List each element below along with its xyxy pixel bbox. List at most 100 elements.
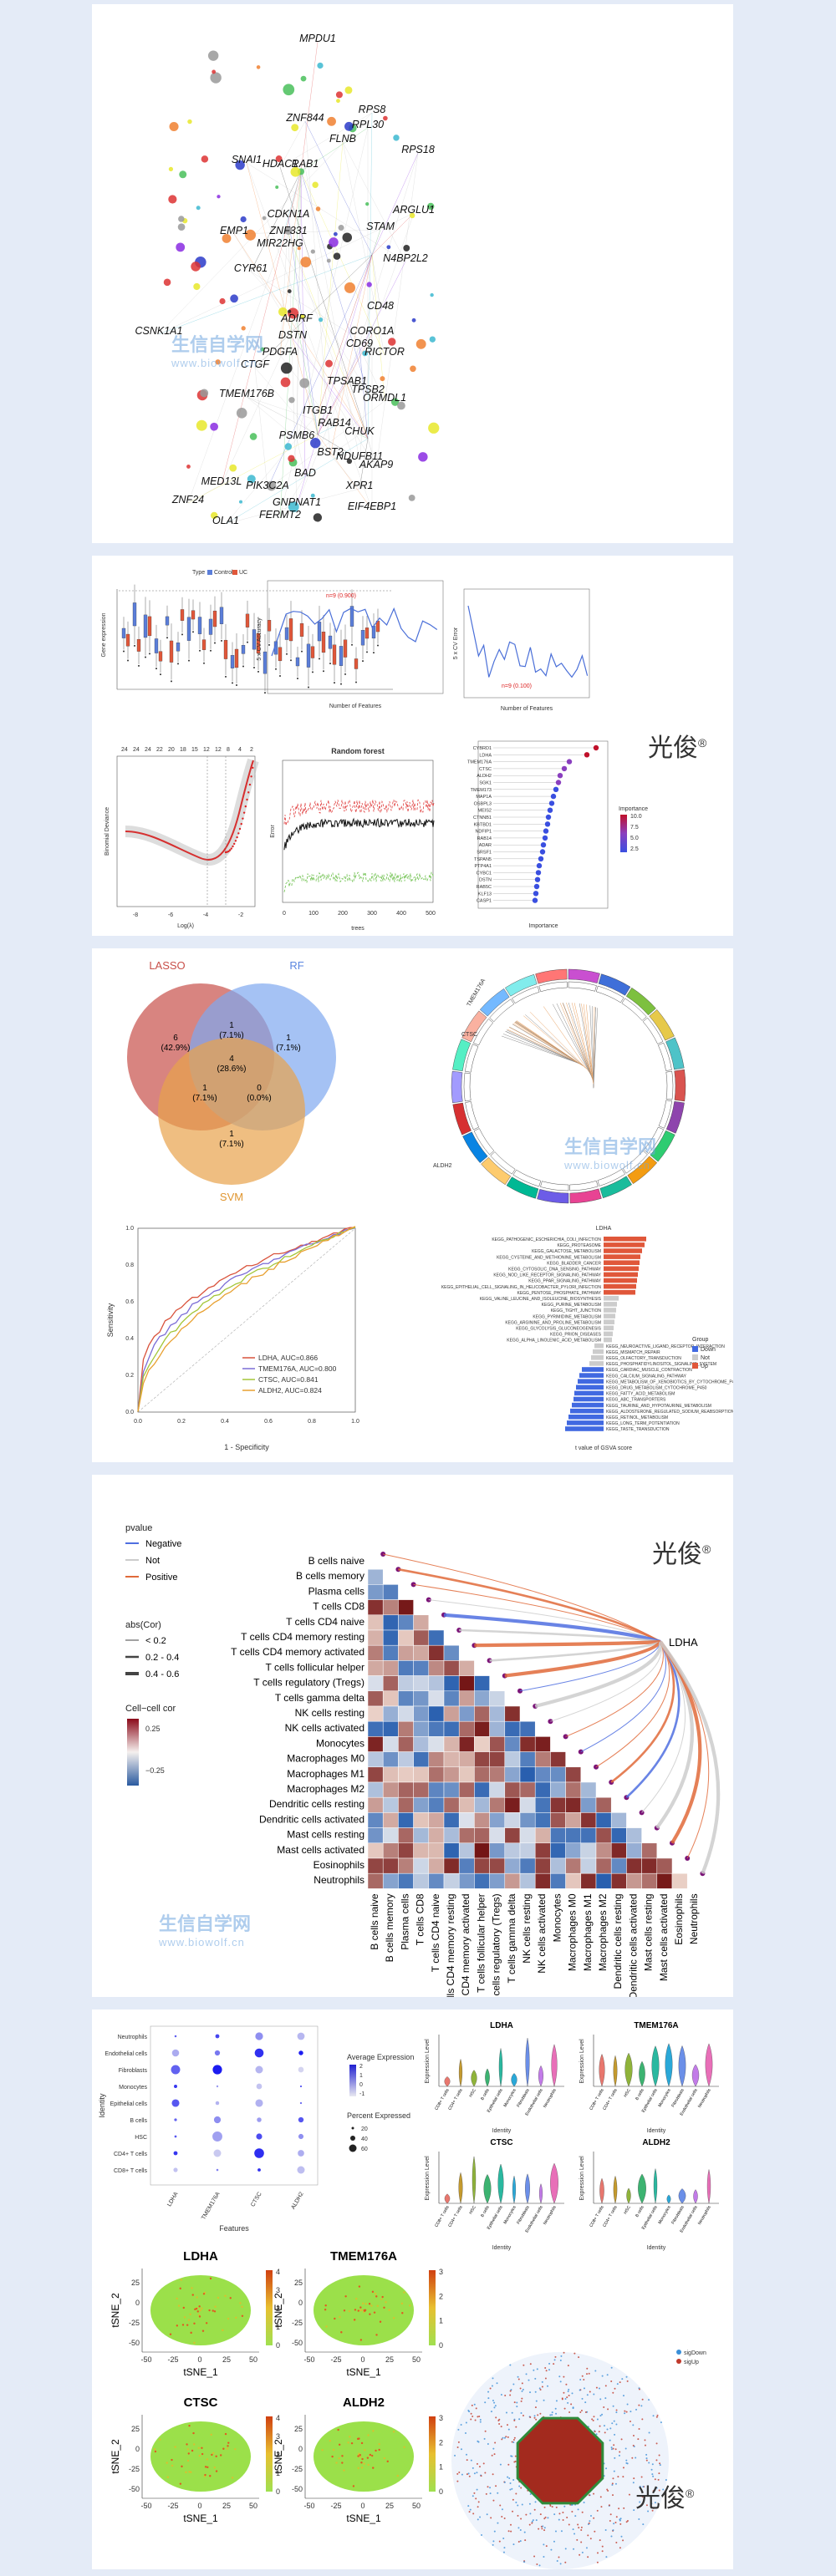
network-node (177, 223, 186, 231)
tsne-cell (371, 2290, 375, 2294)
network-node (429, 336, 436, 343)
heatmap-cell (474, 1675, 490, 1692)
heatmap-cell (413, 1736, 430, 1752)
radial-point (601, 2550, 604, 2553)
network-node (410, 365, 416, 373)
network-node (291, 124, 299, 132)
gene-label: ZNF844 (285, 112, 324, 124)
violin-ylabel: Expression Level (579, 2039, 585, 2084)
tsne-x-tick: -25 (330, 2502, 341, 2510)
cellcor-colorbar (127, 1719, 139, 1786)
importance-dot (548, 800, 555, 806)
radial-point (502, 2551, 505, 2553)
violin (525, 2173, 530, 2204)
radial-point (518, 2485, 521, 2487)
box (328, 635, 333, 649)
gsva-term: KEGG_VALINE_LEUCINE_AND_ISOLEUCINE_BIOSY… (480, 1297, 602, 1302)
heatmap-cell (474, 1842, 490, 1859)
radial-point (550, 2548, 553, 2551)
circos-segment (568, 968, 600, 983)
network-edge (317, 229, 381, 414)
radial-point (596, 2418, 599, 2421)
gene-label: CDKN1A (268, 208, 310, 220)
heatmap-cell (489, 1842, 506, 1859)
dot-ylabel: Identity (98, 2093, 106, 2118)
radial-point (615, 2409, 618, 2411)
tsne-cell (169, 2333, 172, 2335)
radial-point (493, 2401, 496, 2404)
network-edge (296, 170, 302, 439)
cell-row-label: Macrophages M2 (287, 1783, 364, 1795)
gsva-bar (573, 1396, 604, 1402)
gsva-bar (568, 1415, 604, 1420)
heatmap-cell (610, 1842, 627, 1859)
radial-point (482, 2462, 485, 2465)
abscor-legend-label: < 0.2 (145, 1636, 166, 1646)
network-edge (221, 321, 298, 485)
radial-point (644, 2444, 646, 2446)
circos-link (543, 1006, 590, 1073)
radial-point (507, 2463, 510, 2466)
tsne-title: LDHA (183, 2249, 218, 2264)
lasso-top-count: 4 (238, 747, 242, 753)
gene-label: RAB14 (318, 417, 351, 429)
heatmap-cell (519, 1842, 536, 1859)
gsva-legend-swatch (692, 1363, 698, 1369)
radial-point (604, 2385, 607, 2387)
radial-point (470, 2418, 472, 2421)
tsne-x-tick: 25 (385, 2355, 394, 2364)
circos-band (658, 1100, 672, 1129)
heatmap-cell (382, 1584, 399, 1600)
network-edge (267, 400, 385, 490)
violin (691, 2064, 700, 2087)
radial-point (648, 2431, 650, 2434)
network-edge (279, 170, 302, 247)
venn-region-count: 1 (286, 1034, 291, 1043)
radial-point (581, 2511, 584, 2513)
box (245, 613, 250, 627)
radial-point (454, 2454, 456, 2457)
violin-title: ALDH2 (642, 2138, 670, 2147)
tsne-y-tick: -50 (292, 2485, 303, 2493)
radial-point (573, 2352, 576, 2355)
network-node (207, 50, 219, 61)
radial-point (629, 2420, 631, 2422)
dot (215, 2034, 220, 2039)
network-node (235, 160, 245, 170)
box (321, 632, 326, 653)
radial-point (457, 2441, 460, 2443)
heatmap-cell (504, 1736, 521, 1752)
radial-point (522, 2364, 525, 2366)
tsne-y-tick: 25 (294, 2279, 303, 2287)
radial-point (601, 2375, 604, 2377)
heatmap-cell (519, 1796, 536, 1813)
gsva-bar (574, 1390, 604, 1396)
radial-point (541, 2385, 543, 2388)
tsne-scale-tick: 2 (276, 2451, 280, 2459)
heatmap-cell (398, 1842, 414, 1859)
gsva-term: KEGG_DRUG_METABOLISM_CYTOCHROME_P450 (606, 1386, 707, 1391)
cell-node (594, 1764, 599, 1770)
network-node (333, 252, 341, 260)
heatmap-cell (489, 1690, 506, 1707)
radial-point (635, 2457, 637, 2459)
gsva-bar (604, 1296, 619, 1301)
cell-row-label: T cells follicular helper (266, 1661, 365, 1673)
gsva-term: KEGG_NOD_LIKE_RECEPTOR_SIGNALING_PATHWAY (493, 1273, 601, 1278)
radial-point (505, 2436, 507, 2438)
pvalue-legend-title: pvalue (125, 1523, 152, 1533)
radial-point (572, 2407, 574, 2410)
network-node (310, 249, 315, 254)
legend-control: Control (214, 570, 233, 576)
tsne-cell (372, 2467, 375, 2469)
radial-point (547, 2517, 549, 2519)
lasso-point (246, 798, 248, 801)
box-outlier (344, 673, 346, 675)
radial-point (492, 2543, 494, 2546)
dot-row-label: Endothelial cells (104, 2051, 147, 2057)
violin-group-label: B cells (635, 2205, 645, 2218)
gsva-term: KEGG_GALACTOSE_METABOLISM (532, 1249, 601, 1254)
gsva-bar (604, 1331, 613, 1337)
gene-label: EIF4EBP1 (348, 500, 396, 512)
validation-panel: LASSO RF SVM 6 (42.9%) 1 (7.1%) 1 (7.1%) 4 (28.… (92, 948, 733, 1462)
